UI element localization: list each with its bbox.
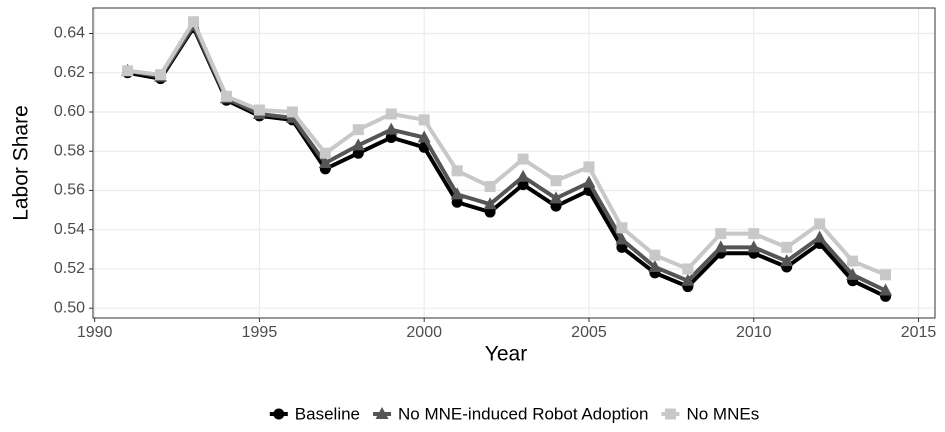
y-tick-label: 0.52 [54,260,85,277]
marker [385,131,397,143]
marker [664,408,676,420]
marker [352,147,364,159]
y-tick-label: 0.62 [54,64,85,81]
x-tick-label: 2010 [736,324,772,341]
y-axis-title: Labor Share [10,105,33,221]
marker [484,181,496,193]
x-tick-label: 2015 [901,324,937,341]
y-tick-label: 0.58 [54,142,85,159]
marker [880,269,892,281]
marker [648,259,662,272]
marker [516,169,530,182]
marker [682,263,694,275]
legend-item: Baseline [269,404,360,423]
marker [451,196,463,208]
marker [450,187,464,200]
legend-item: No MNEs [661,404,759,423]
marker [747,240,761,253]
series-line [127,23,887,293]
marker [649,249,661,261]
marker [582,175,596,188]
series-line [127,19,887,277]
marker [550,200,562,212]
marker [352,124,364,136]
marker [550,175,562,187]
x-tick-label: 1990 [77,324,113,341]
legend-item: No MNE-induced Robot Adoption [373,404,648,423]
marker [714,240,728,253]
series [121,18,893,296]
marker [781,241,793,253]
y-tick-label: 0.56 [54,182,85,199]
marker [385,108,397,120]
marker [847,255,859,267]
legend: Baseline No MNE-induced Robot Adoption No … [269,404,759,423]
marker [517,179,529,191]
y-tick-label: 0.54 [54,221,85,238]
marker [273,408,285,420]
marker [748,228,760,240]
marker [319,147,331,159]
y-tick-label: 0.50 [54,299,85,316]
x-tick-label: 2000 [406,324,442,341]
x-tick-label: 1995 [242,324,278,341]
marker [813,230,827,243]
marker [418,114,430,126]
marker [155,69,167,81]
series [122,22,892,302]
x-tick-label: 2005 [571,324,607,341]
marker [384,122,398,135]
marker [318,156,332,168]
marker [220,90,232,102]
series [122,16,892,281]
marker [188,16,200,28]
legend-label: No MNE-induced Robot Adoption [398,404,648,423]
marker [879,283,893,296]
marker [451,165,463,177]
marker [351,138,365,151]
marker [780,254,794,267]
marker [846,267,860,280]
marker [681,273,695,286]
marker [615,232,629,245]
marker [253,104,265,116]
marker [122,65,134,77]
legend-label: No MNEs [686,404,759,423]
x-axis-title: Year [485,343,527,366]
marker [286,106,298,118]
marker [549,191,563,204]
marker [616,222,628,234]
y-tick-label: 0.64 [54,25,85,42]
legend-label: Baseline [295,404,360,423]
y-tick-label: 0.60 [54,103,85,120]
marker [484,206,496,218]
marker [483,197,497,210]
marker [517,153,529,165]
marker [814,218,826,230]
marker [417,130,431,143]
marker [375,407,389,419]
plot-border [92,7,936,319]
marker [616,241,628,253]
marker [583,161,595,173]
marker [715,228,727,240]
